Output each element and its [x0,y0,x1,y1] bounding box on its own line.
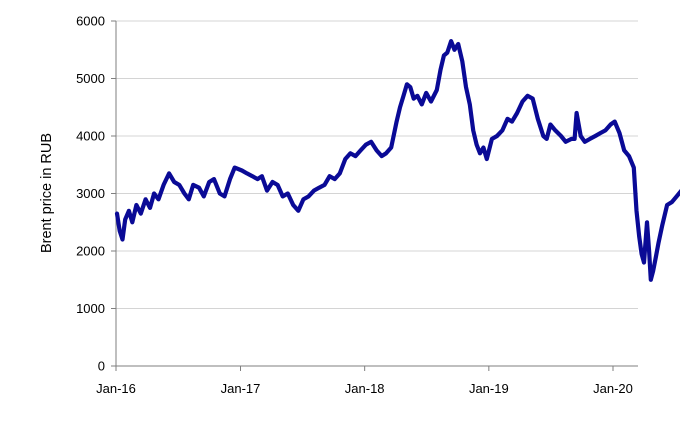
y-tick-label: 6000 [76,14,105,29]
y-tick-label: 5000 [76,71,105,86]
series-line-brent-rub [114,39,680,282]
x-tick-label: Jan-16 [96,381,136,396]
series-layer [114,39,680,282]
y-axis: 0 1000 2000 3000 4000 5000 6000 [76,14,117,374]
x-tick-label: Jan-17 [221,381,261,396]
y-axis-title: Brent price in RUB [39,133,55,253]
y-tick-label: 0 [98,359,105,374]
x-tick-label: Jan-19 [469,381,509,396]
x-tick-label: Jan-20 [593,381,633,396]
y-tick-label: 4000 [76,129,105,144]
y-tick-label: 3000 [76,186,105,201]
y-tick-label: 1000 [76,301,105,316]
x-tick-label: Jan-18 [345,381,385,396]
y-tick-label: 2000 [76,244,105,259]
gridlines [116,20,638,309]
